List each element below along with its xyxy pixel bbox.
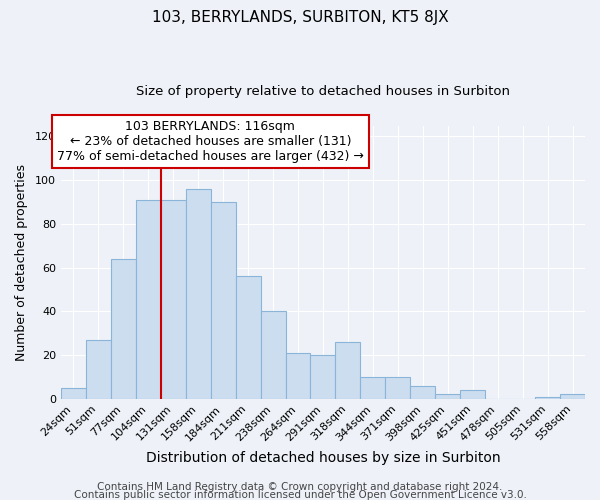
Bar	[211, 202, 236, 399]
Bar	[385, 377, 410, 399]
Bar	[335, 342, 361, 399]
Text: Contains HM Land Registry data © Crown copyright and database right 2024.: Contains HM Land Registry data © Crown c…	[97, 482, 503, 492]
Bar	[310, 355, 335, 399]
Bar	[535, 396, 560, 399]
Bar	[186, 189, 211, 399]
Bar	[460, 390, 485, 399]
Bar	[86, 340, 111, 399]
Text: Contains public sector information licensed under the Open Government Licence v3: Contains public sector information licen…	[74, 490, 526, 500]
Bar	[361, 377, 385, 399]
Bar	[61, 388, 86, 399]
Bar	[286, 353, 310, 399]
Bar	[410, 386, 435, 399]
Bar	[136, 200, 161, 399]
Bar	[111, 259, 136, 399]
Text: 103, BERRYLANDS, SURBITON, KT5 8JX: 103, BERRYLANDS, SURBITON, KT5 8JX	[152, 10, 448, 25]
Title: Size of property relative to detached houses in Surbiton: Size of property relative to detached ho…	[136, 85, 510, 98]
Y-axis label: Number of detached properties: Number of detached properties	[15, 164, 28, 360]
Bar	[435, 394, 460, 399]
Bar	[560, 394, 585, 399]
Bar	[236, 276, 260, 399]
Text: 103 BERRYLANDS: 116sqm
← 23% of detached houses are smaller (131)
77% of semi-de: 103 BERRYLANDS: 116sqm ← 23% of detached…	[57, 120, 364, 163]
X-axis label: Distribution of detached houses by size in Surbiton: Distribution of detached houses by size …	[146, 451, 500, 465]
Bar	[161, 200, 186, 399]
Bar	[260, 312, 286, 399]
